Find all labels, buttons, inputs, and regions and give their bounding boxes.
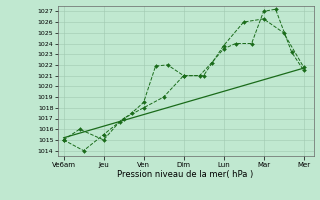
X-axis label: Pression niveau de la mer( hPa ): Pression niveau de la mer( hPa ) bbox=[117, 170, 254, 179]
